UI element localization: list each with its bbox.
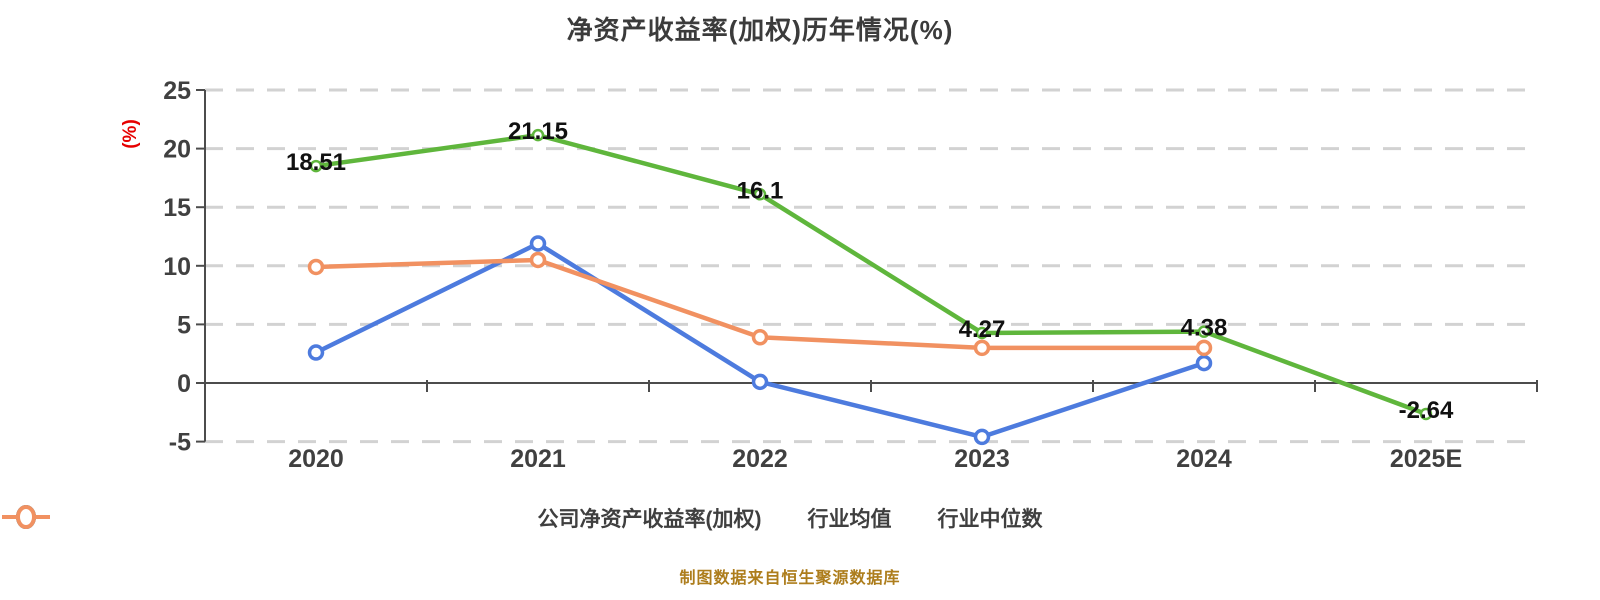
svg-text:2021: 2021: [510, 445, 566, 473]
legend: 公司净资产收益率(加权) 行业均值 行业中位数: [0, 503, 1580, 533]
svg-text:10: 10: [163, 253, 191, 281]
footer-note: 制图数据来自恒生聚源数据库: [679, 570, 901, 587]
legend-item-company-roe[interactable]: 公司净资产收益率(加权): [2, 503, 762, 533]
svg-text:2020: 2020: [288, 445, 344, 473]
svg-text:0: 0: [177, 370, 191, 398]
svg-text:-2.64: -2.64: [1399, 397, 1454, 424]
svg-text:2023: 2023: [954, 445, 1010, 473]
svg-text:2024: 2024: [1176, 445, 1232, 473]
svg-text:21.15: 21.15: [508, 118, 568, 145]
svg-text:15: 15: [163, 194, 191, 222]
legend-label-industry-median: 行业中位数: [937, 508, 1043, 531]
legend-item-industry-median[interactable]: 行业中位数: [2, 503, 1043, 533]
legend-item-industry-mean[interactable]: 行业均值: [2, 503, 892, 533]
chart-title: 净资产收益率(加权)历年情况(%): [566, 15, 954, 45]
legend-label-industry-mean: 行业均值: [807, 508, 892, 531]
svg-text:4.27: 4.27: [959, 316, 1006, 343]
svg-text:-5: -5: [169, 429, 191, 457]
legend-marker-industry-median: [2, 505, 50, 529]
svg-text:16.1: 16.1: [737, 177, 784, 204]
legend-label-company-roe: 公司净资产收益率(加权): [537, 508, 762, 531]
svg-text:20: 20: [163, 136, 191, 164]
svg-text:2025E: 2025E: [1390, 445, 1462, 473]
svg-text:5: 5: [177, 311, 191, 339]
svg-text:4.38: 4.38: [1181, 315, 1228, 342]
svg-text:18.51: 18.51: [286, 149, 346, 176]
svg-text:25: 25: [163, 77, 191, 105]
svg-text:2022: 2022: [732, 445, 788, 473]
